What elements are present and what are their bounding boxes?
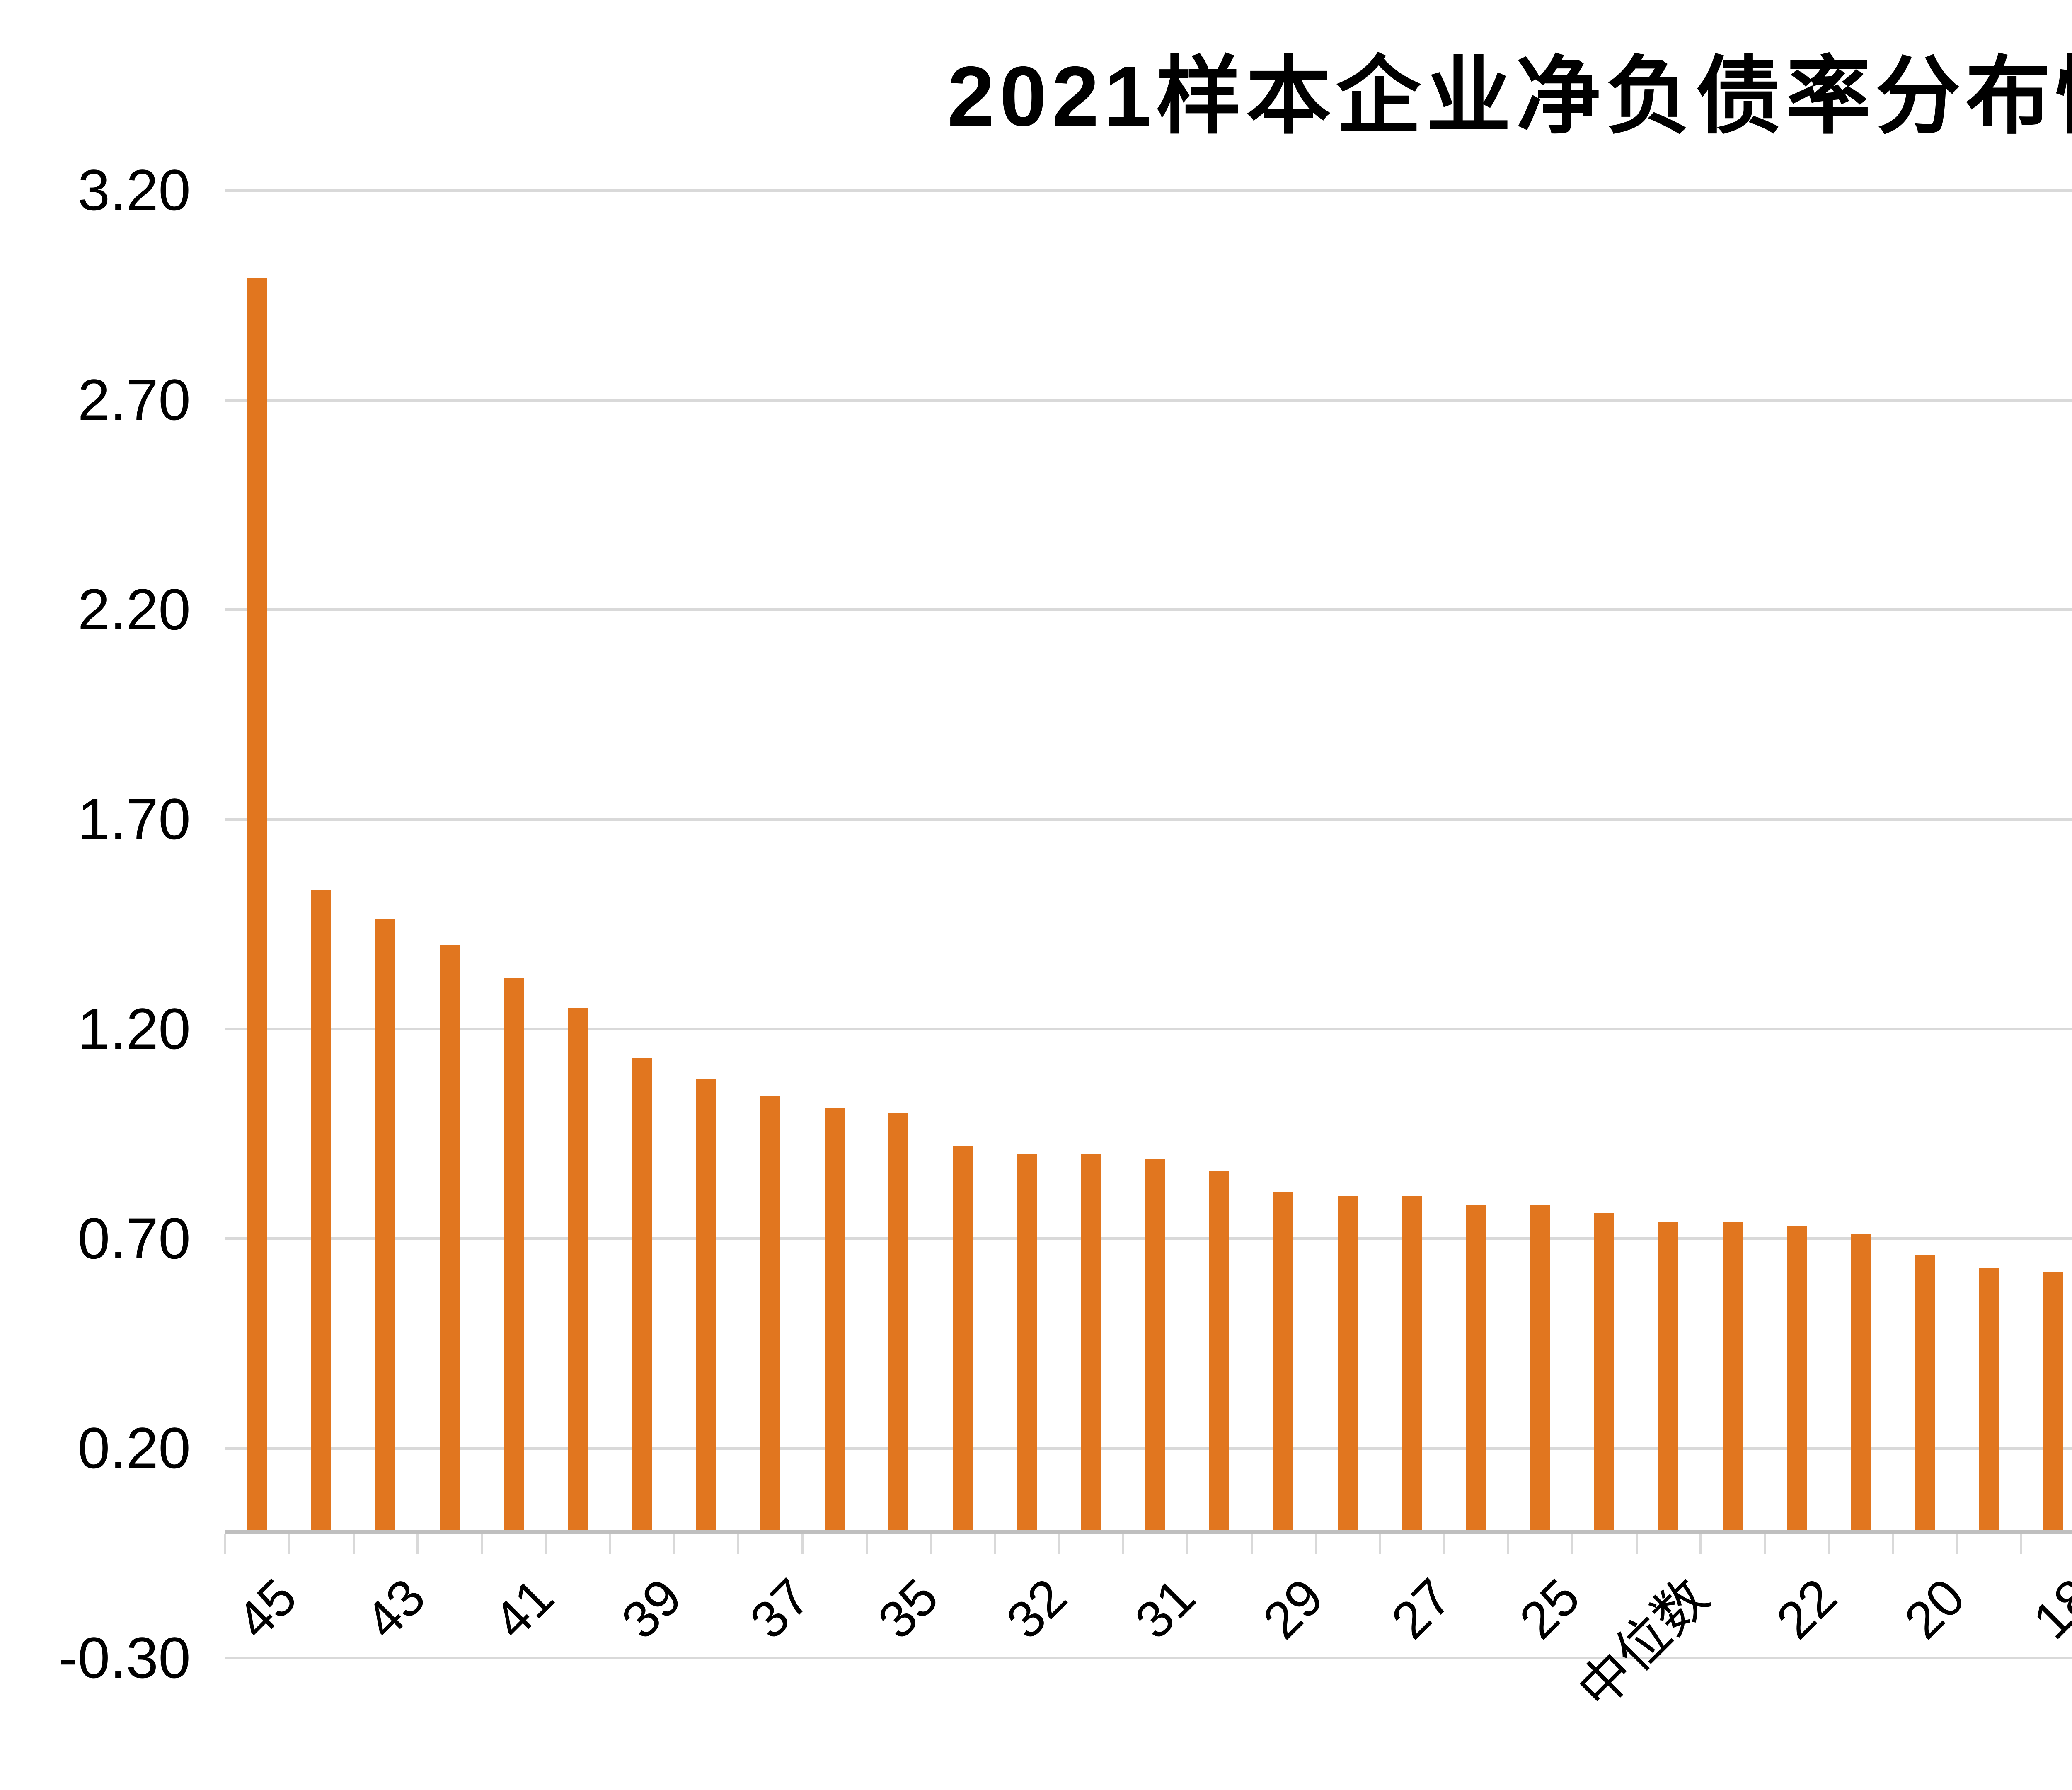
gridline <box>225 398 2072 402</box>
bar <box>1722 1222 1743 1532</box>
x-axis-tick <box>1314 1534 1317 1554</box>
y-axis-tick-label: -0.30 <box>58 1625 191 1690</box>
y-axis-tick-label: 0.20 <box>77 1415 191 1480</box>
bar <box>1081 1154 1101 1532</box>
x-axis-tick <box>1699 1534 1702 1554</box>
bar <box>503 978 524 1532</box>
x-axis-tick <box>545 1534 547 1554</box>
x-axis-tick <box>1828 1534 1830 1554</box>
x-axis-tick <box>866 1534 868 1554</box>
bar <box>1851 1234 1871 1532</box>
bar <box>1594 1213 1615 1532</box>
x-axis-tick <box>1379 1534 1381 1554</box>
x-axis-tick <box>929 1534 932 1554</box>
bar <box>1017 1154 1037 1532</box>
bar <box>1466 1205 1486 1532</box>
bar <box>439 945 460 1532</box>
bar <box>1915 1255 1935 1532</box>
bar <box>311 890 332 1532</box>
bar <box>1209 1171 1230 1532</box>
bar <box>632 1058 652 1532</box>
x-axis-line <box>225 1530 2072 1534</box>
bar <box>953 1146 973 1532</box>
x-axis-tick <box>1250 1534 1253 1554</box>
x-axis-tick <box>2020 1534 2023 1554</box>
gridline <box>225 189 2072 192</box>
bar <box>1145 1159 1165 1532</box>
bar <box>247 278 267 1532</box>
bar <box>760 1096 780 1532</box>
x-axis-tick <box>1058 1534 1060 1554</box>
y-axis-tick-label: 2.70 <box>77 367 191 432</box>
bar <box>1338 1196 1358 1532</box>
bar <box>568 1008 588 1532</box>
x-axis-tick <box>737 1534 740 1554</box>
x-axis-tick <box>673 1534 675 1554</box>
x-axis-tick <box>1764 1534 1766 1554</box>
bar <box>375 919 395 1532</box>
bar-median <box>1658 1222 1678 1532</box>
gridline <box>225 818 2072 821</box>
y-axis-tick-label: 0.70 <box>77 1205 191 1271</box>
x-axis-tick <box>1443 1534 1445 1554</box>
gridline <box>225 1656 2072 1659</box>
x-axis-tick <box>1507 1534 1509 1554</box>
x-axis-tick <box>1635 1534 1638 1554</box>
x-axis-tick <box>801 1534 804 1554</box>
x-axis-tick <box>1186 1534 1188 1554</box>
chart-title: 2021样本企业净负债率分布情况 <box>947 49 2072 144</box>
x-axis-tick <box>224 1534 226 1554</box>
bar <box>824 1108 845 1532</box>
bar <box>1786 1226 1807 1532</box>
x-axis-tick <box>481 1534 483 1554</box>
bar <box>1402 1196 1422 1532</box>
x-axis-tick <box>994 1534 996 1554</box>
y-axis-tick-label: 3.20 <box>77 157 191 223</box>
x-axis-tick <box>1122 1534 1125 1554</box>
x-axis-tick <box>416 1534 419 1554</box>
bar <box>1273 1192 1294 1532</box>
x-axis-tick <box>1892 1534 1894 1554</box>
x-axis-tick <box>609 1534 611 1554</box>
x-axis-tick <box>1571 1534 1573 1554</box>
gridline <box>225 608 2072 611</box>
x-axis-tick <box>352 1534 355 1554</box>
gridline <box>225 1027 2072 1030</box>
bar <box>1979 1268 1999 1532</box>
bar <box>888 1113 909 1532</box>
y-axis-tick-label: 2.20 <box>77 576 191 642</box>
x-axis-tick <box>288 1534 290 1554</box>
bar <box>696 1079 716 1532</box>
bar <box>2043 1272 2063 1532</box>
bar <box>1530 1205 1550 1532</box>
y-axis-tick-label: 1.70 <box>77 786 191 851</box>
x-axis-tick <box>1956 1534 1958 1554</box>
y-axis-tick-label: 1.20 <box>77 996 191 1061</box>
